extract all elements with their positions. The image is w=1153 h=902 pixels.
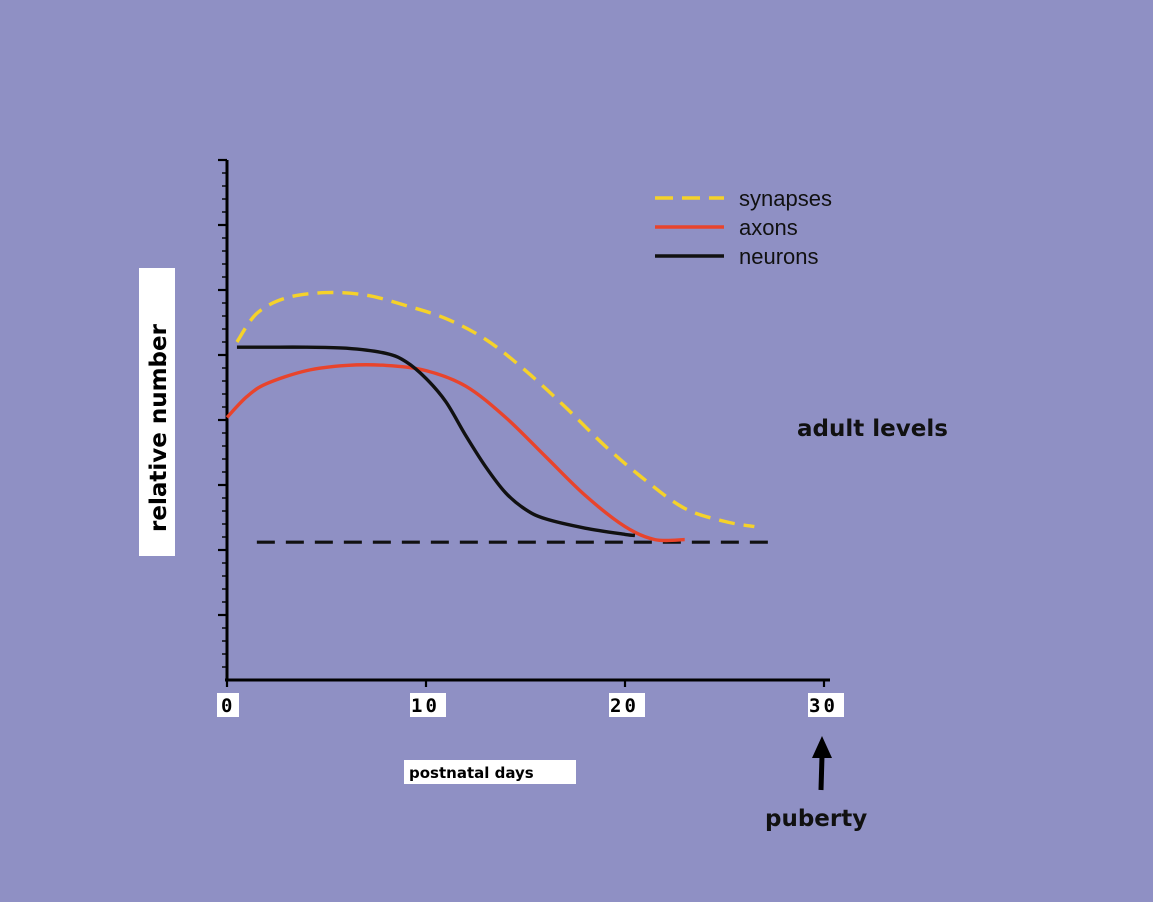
y-ticks-group — [218, 158, 227, 668]
x-axis-label: postnatal days — [409, 764, 534, 782]
x-tick-label: 30 — [809, 695, 838, 717]
y-axis-label: relative number — [146, 323, 172, 532]
axes-group: 0 10 20 30 — [217, 158, 844, 717]
arrow-shaft — [818, 755, 825, 791]
series-group — [225, 290, 755, 543]
legend-label-axons: axons — [739, 215, 798, 240]
x-tick-label-box — [217, 693, 239, 717]
x-tick-label: 10 — [411, 695, 440, 717]
x-tick-label: 0 — [221, 695, 235, 717]
x-tick-label-box — [808, 693, 844, 717]
puberty-annotation: puberty — [765, 736, 867, 832]
legend-label-neurons: neurons — [739, 244, 819, 269]
adult-levels-label: adult levels — [797, 416, 948, 442]
series-line-synapses — [235, 290, 755, 529]
x-tick-label-box — [410, 693, 446, 717]
x-ticks-group: 0 10 20 30 — [217, 680, 844, 717]
ylabel-box — [139, 268, 175, 556]
legend: synapses axons neurons — [655, 186, 832, 269]
xlabel-box — [404, 760, 576, 784]
up-arrow-icon — [812, 736, 832, 758]
series-line-axons — [225, 363, 685, 543]
puberty-label: puberty — [765, 806, 867, 832]
x-tick-label-box — [609, 693, 645, 717]
series-line-neurons — [236, 345, 636, 538]
legend-label-synapses: synapses — [739, 186, 832, 211]
x-tick-label: 20 — [610, 695, 639, 717]
